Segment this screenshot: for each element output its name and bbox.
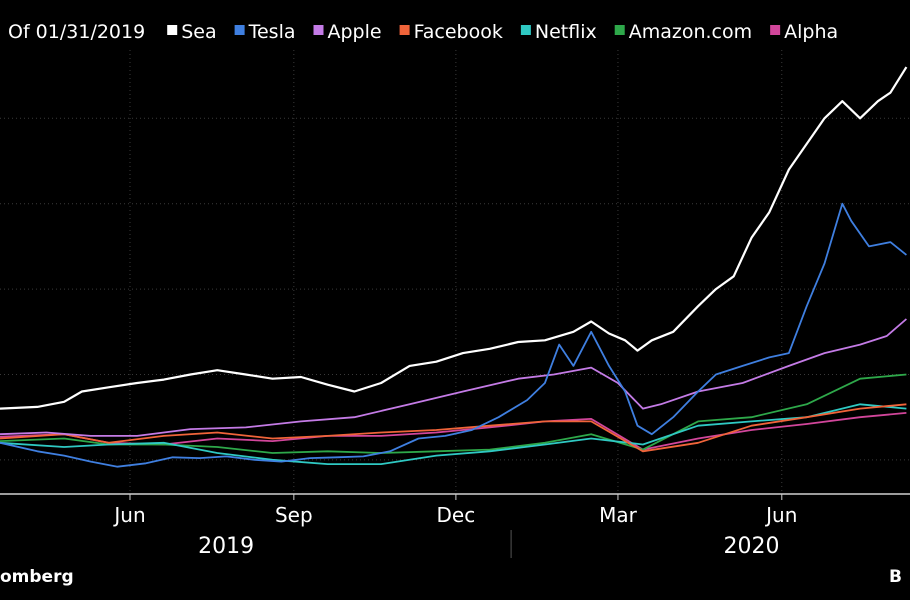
- legend-entry: Netflix: [535, 21, 597, 43]
- year-label: 2020: [724, 534, 780, 559]
- legend-swatch: [234, 25, 245, 35]
- series-layer: [0, 66, 908, 468]
- series-line-amazon-com: [0, 373, 907, 454]
- source-label: omberg: [0, 567, 74, 587]
- x-axis: Jun Sep Dec Mar Jun 2019 2020: [0, 493, 910, 559]
- series-line-facebook: [0, 403, 907, 453]
- year-label: 2019: [198, 534, 254, 559]
- x-tick-label: Dec: [437, 503, 476, 527]
- legend-entry: Apple: [328, 21, 382, 43]
- legend-swatch: [399, 25, 410, 35]
- legend-swatch: [520, 25, 531, 35]
- legend-swatch: [770, 25, 781, 35]
- legend-swatch: [167, 25, 178, 35]
- series-line-sea: [0, 66, 908, 410]
- legend-entry: Amazon.com: [629, 21, 752, 43]
- x-tick-label: Mar: [599, 503, 638, 527]
- series-line-netflix: [0, 403, 907, 465]
- x-tick-label: Jun: [764, 503, 797, 527]
- source-label-right: B: [889, 567, 902, 587]
- legend-swatch: [313, 25, 324, 35]
- legend: Of 01/31/2019 Sea Tesla Apple Facebook Netfl…: [8, 21, 838, 43]
- legend-prefix: Of 01/31/2019: [8, 21, 145, 43]
- legend-swatch: [614, 25, 625, 35]
- series-line-tesla: [0, 202, 907, 468]
- legend-entry: Facebook: [414, 21, 503, 43]
- x-tick-label: Jun: [112, 503, 145, 527]
- legend-entry: Alpha: [784, 21, 838, 43]
- legend-entry: Tesla: [248, 21, 296, 43]
- legend-entry: Sea: [181, 21, 216, 43]
- x-tick-label: Sep: [275, 503, 313, 527]
- series-line-apple: [0, 318, 907, 437]
